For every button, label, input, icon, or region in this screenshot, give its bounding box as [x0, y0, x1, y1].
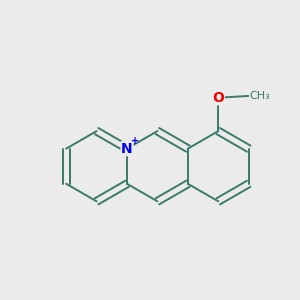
- Text: N: N: [121, 142, 133, 156]
- Text: CH₃: CH₃: [250, 91, 270, 101]
- Text: O: O: [212, 91, 224, 105]
- Text: +: +: [130, 136, 139, 146]
